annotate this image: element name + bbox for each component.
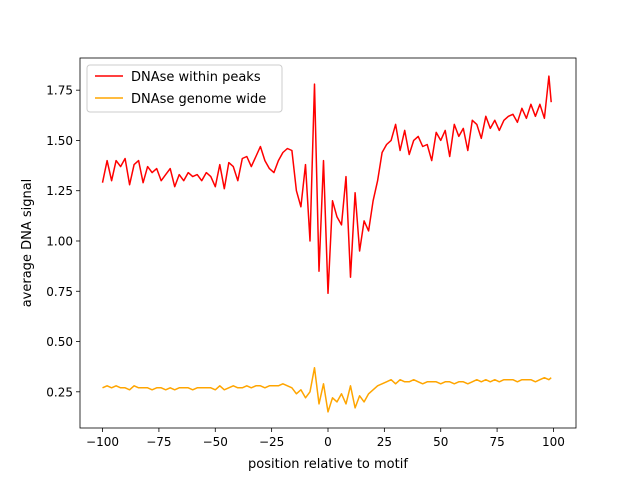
x-tick-label: −50 <box>203 435 228 449</box>
y-tick-label: 0.50 <box>46 335 73 349</box>
series-line-0 <box>101 75 552 295</box>
legend-label-genome-wide: DNAse genome wide <box>131 92 266 107</box>
y-tick-label: 0.25 <box>46 385 73 399</box>
y-tick-label: 1.50 <box>46 134 73 148</box>
y-axis-label: average DNA signal <box>20 179 35 308</box>
x-tick-label: −75 <box>146 435 171 449</box>
y-tick-label: 0.75 <box>46 285 73 299</box>
x-tick-label: 75 <box>489 435 504 449</box>
y-tick-label: 1.75 <box>46 84 73 98</box>
series-layer <box>101 75 552 413</box>
y-axis: 0.25 0.50 0.75 1.00 1.25 1.50 1.75 <box>46 84 80 399</box>
y-tick-label: 1.25 <box>46 184 73 198</box>
x-tick-label: 50 <box>433 435 448 449</box>
legend-box <box>86 64 283 113</box>
x-tick-label: −100 <box>86 435 119 449</box>
x-tick-label: 25 <box>377 435 392 449</box>
x-tick-label: 100 <box>542 435 565 449</box>
y-tick-label: 1.00 <box>46 234 73 248</box>
x-tick-label: −25 <box>259 435 284 449</box>
series-line-1 <box>102 366 552 413</box>
x-axis: −100 −75 −50 −25 0 25 50 75 100 <box>86 428 565 449</box>
x-axis-label: position relative to motif <box>248 457 408 472</box>
legend-label-within-peaks: DNAse within peaks <box>131 70 261 85</box>
legend: DNAse within peaks DNAse genome wide <box>86 64 283 113</box>
x-tick-label: 0 <box>324 435 332 449</box>
